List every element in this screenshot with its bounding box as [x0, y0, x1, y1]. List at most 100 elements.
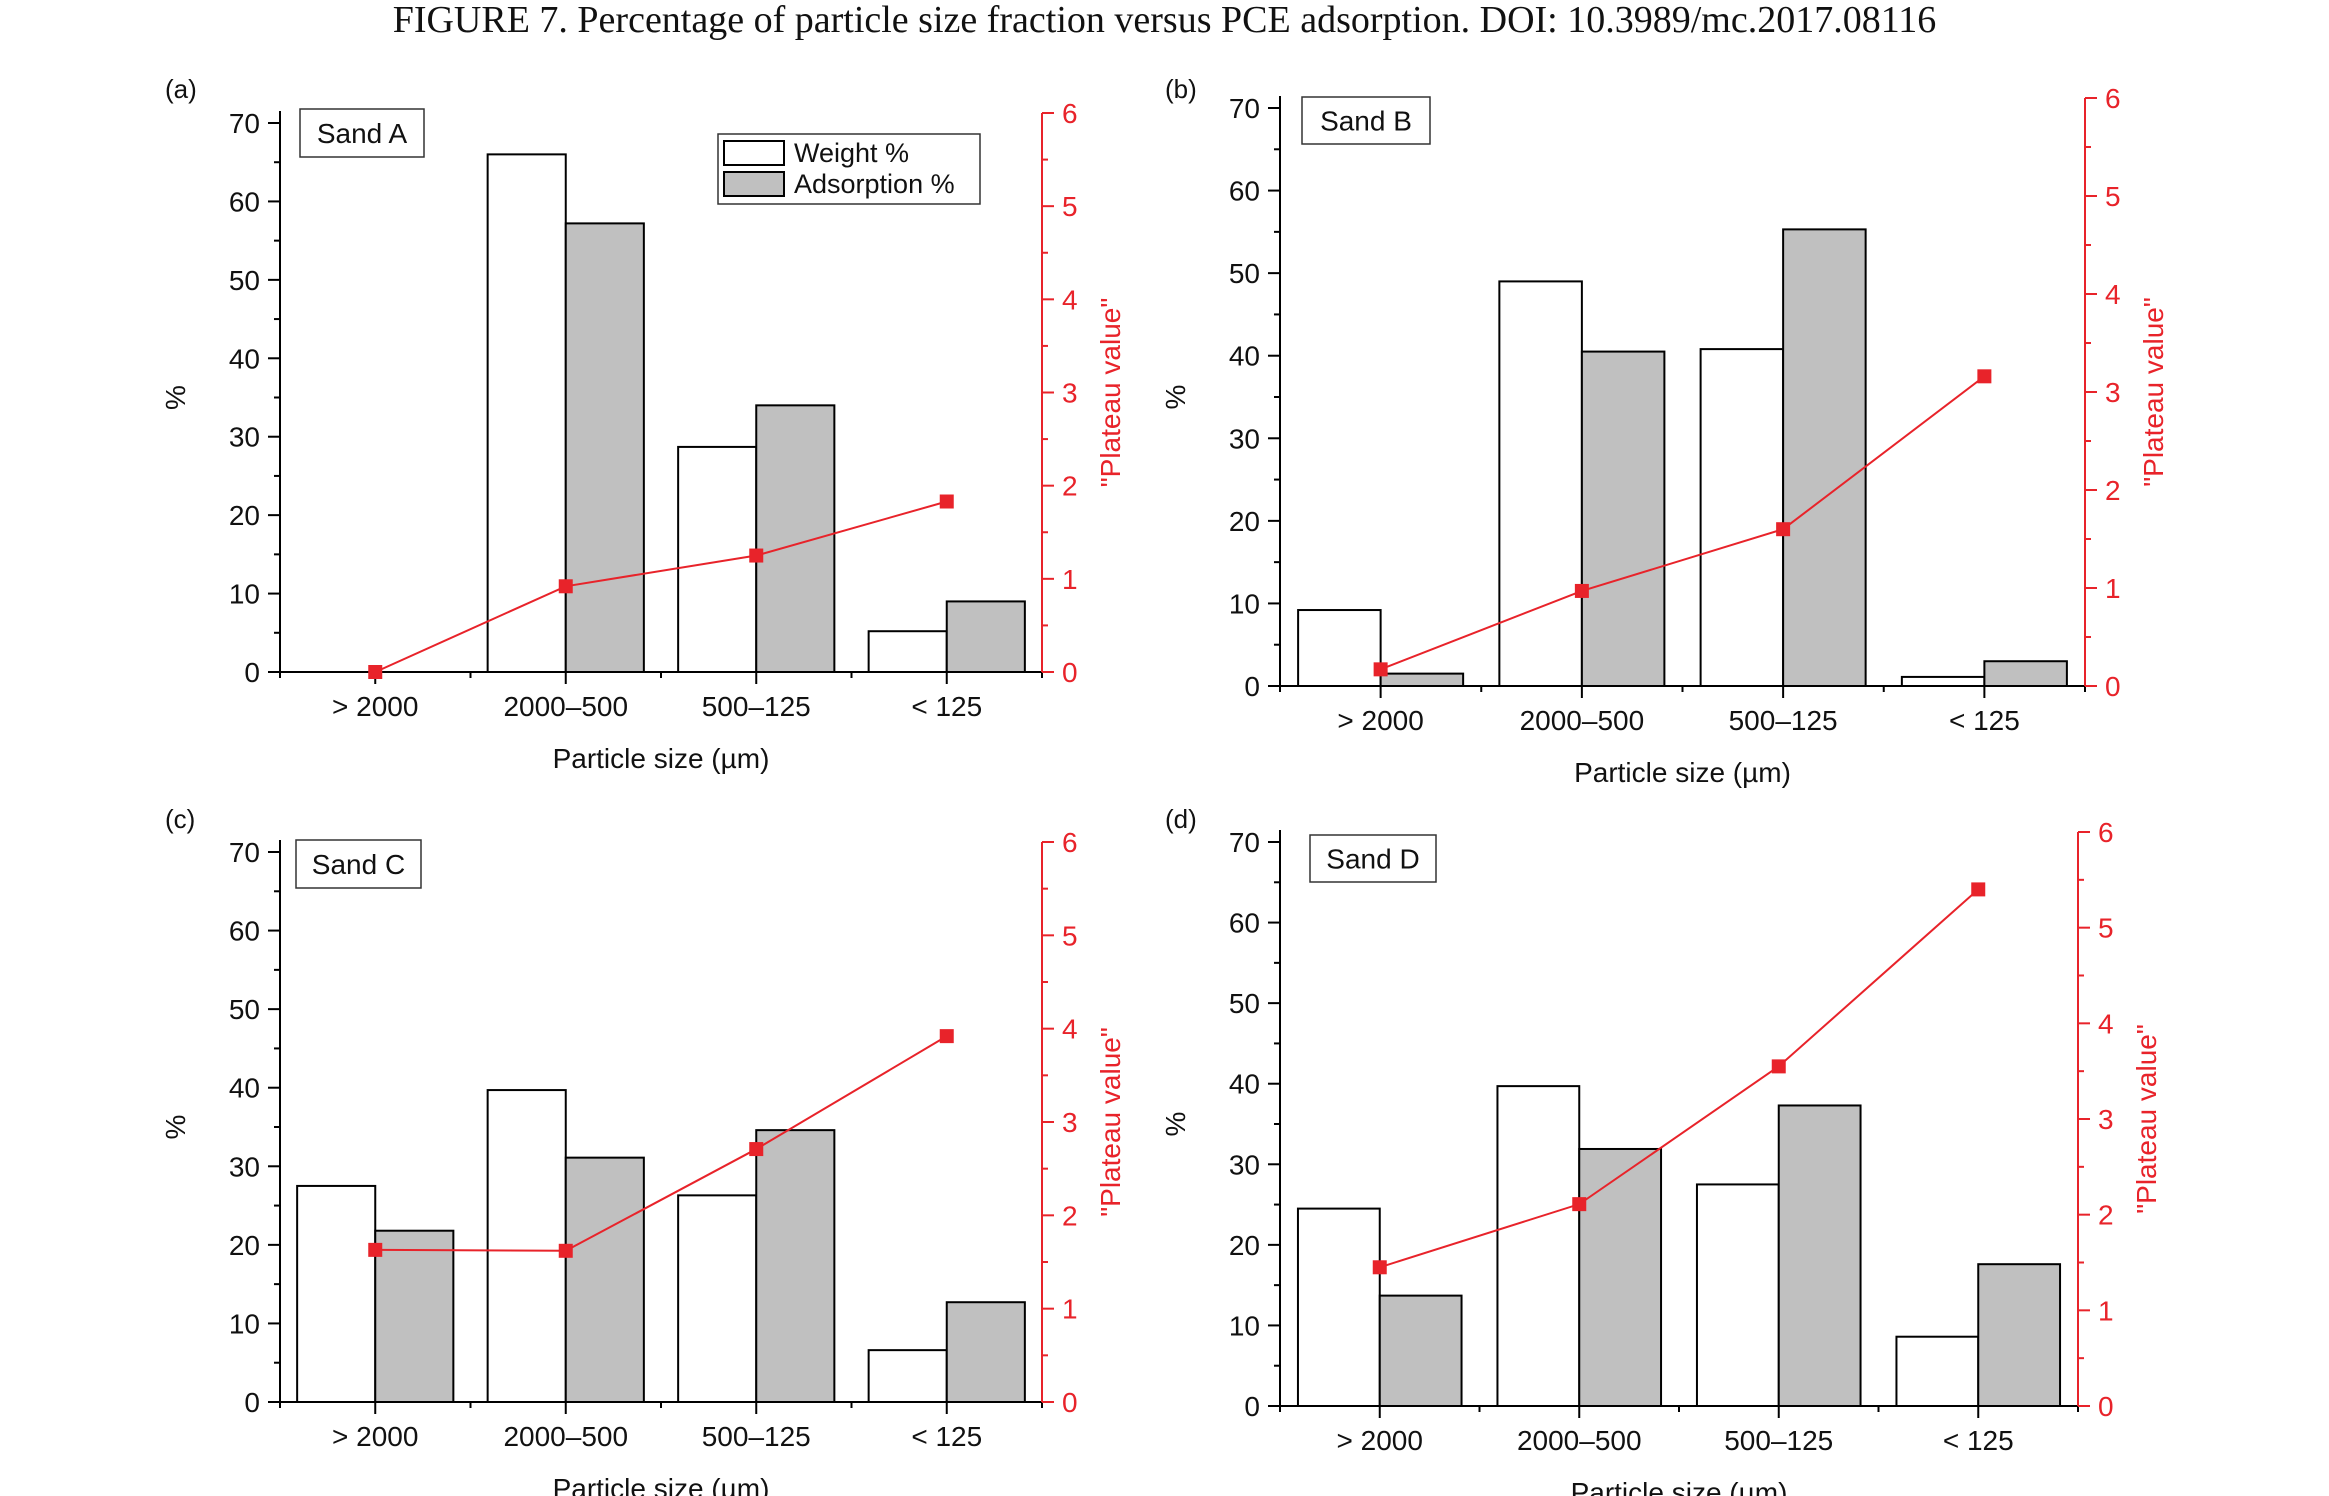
- plateau-point: [1372, 1260, 1387, 1275]
- bar-weight: [486, 1089, 567, 1403]
- bar-weight: [867, 630, 948, 674]
- bar-weight: [1695, 1183, 1780, 1408]
- y2-tick-label: 1: [2105, 573, 2121, 604]
- y-tick-label: 50: [229, 265, 260, 296]
- y-tick-label: 10: [229, 1308, 260, 1339]
- y2-axis-label: "Plateau value": [2131, 1024, 2162, 1214]
- panel-label: (c): [165, 804, 195, 834]
- plateau-point: [1574, 583, 1589, 598]
- y-tick-label: 40: [1229, 1069, 1260, 1100]
- bar-adsorption: [1378, 1294, 1463, 1408]
- y-tick-label: 40: [229, 343, 260, 374]
- x-tick-label: < 125: [911, 691, 982, 722]
- bar-weight: [1900, 675, 1986, 687]
- y2-tick-label: 5: [2098, 913, 2114, 944]
- y2-tick-label: 0: [2105, 671, 2121, 702]
- plateau-line: [374, 500, 948, 673]
- y-tick-label: 10: [1229, 1310, 1260, 1341]
- y-axis-label: %: [160, 1115, 191, 1140]
- legend-swatch: [723, 140, 785, 166]
- panel-title: Sand D: [1326, 844, 1419, 875]
- x-tick-label: 500–125: [702, 1421, 811, 1452]
- y-tick-label: 60: [1229, 908, 1260, 939]
- y2-tick-label: 4: [2098, 1008, 2114, 1039]
- bar-adsorption: [374, 1229, 455, 1403]
- x-tick-label: 2000–500: [1520, 705, 1645, 736]
- plateau-point: [1971, 882, 1986, 897]
- bar-adsorption: [755, 404, 836, 673]
- y-tick-label: 10: [229, 579, 260, 610]
- legend-label: Weight %: [794, 138, 909, 168]
- legend-swatch: [723, 171, 785, 197]
- plateau-point: [939, 1029, 954, 1044]
- y2-tick-label: 2: [1062, 471, 1078, 502]
- y2-tick-label: 5: [1062, 191, 1078, 222]
- x-tick-label: 2000–500: [503, 1421, 628, 1452]
- y2-axis-label: "Plateau value": [1095, 1027, 1126, 1217]
- y-tick-label: 70: [1229, 93, 1260, 124]
- plateau-point: [1776, 522, 1791, 537]
- bar-adsorption: [1580, 350, 1666, 687]
- bar-adsorption: [1379, 672, 1465, 687]
- x-axis-label: Particle size (µm): [553, 1473, 770, 1496]
- y2-tick-label: 6: [1062, 827, 1078, 858]
- bar-adsorption: [1782, 228, 1867, 687]
- plateau-point: [368, 665, 383, 679]
- y2-axis-label: "Plateau value": [1095, 298, 1126, 488]
- y2-tick-label: 0: [2098, 1391, 2114, 1422]
- plateau-point: [939, 494, 954, 509]
- panel-label: (a): [165, 74, 197, 104]
- y2-tick-label: 4: [2105, 279, 2121, 310]
- x-tick-label: < 125: [911, 1421, 982, 1452]
- panel-title: Sand A: [317, 118, 408, 149]
- y-tick-label: 70: [229, 837, 260, 868]
- plateau-line: [1379, 888, 1979, 1269]
- y-tick-label: 50: [1229, 988, 1260, 1019]
- y2-tick-label: 5: [1062, 920, 1078, 951]
- y-tick-label: 30: [229, 422, 260, 453]
- bar-adsorption: [564, 222, 645, 673]
- y-tick-label: 50: [229, 994, 260, 1025]
- panel-label: (b): [1165, 74, 1197, 104]
- bar-weight: [1496, 1085, 1581, 1408]
- bar-adsorption: [945, 600, 1026, 674]
- y2-tick-label: 4: [1062, 1014, 1078, 1045]
- bar-weight: [296, 1184, 377, 1404]
- x-tick-label: > 2000: [1337, 1425, 1423, 1456]
- bar-adsorption: [945, 1301, 1026, 1403]
- bar-weight: [1296, 1207, 1381, 1407]
- y2-tick-label: 3: [1062, 1107, 1078, 1138]
- plateau-point: [749, 1142, 764, 1157]
- y-tick-label: 70: [229, 108, 260, 139]
- y2-tick-label: 6: [2098, 817, 2114, 848]
- y-tick-label: 40: [229, 1073, 260, 1104]
- x-tick-label: 500–125: [702, 691, 811, 722]
- x-tick-label: 500–125: [1729, 705, 1838, 736]
- y-axis-label: %: [1160, 385, 1191, 410]
- figure-caption: FIGURE 7. Percentage of particle size fr…: [392, 0, 1937, 41]
- x-tick-label: > 2000: [332, 691, 418, 722]
- x-tick-label: < 125: [1949, 705, 2020, 736]
- bar-weight: [1699, 348, 1785, 687]
- y2-tick-label: 1: [1062, 564, 1078, 595]
- bar-adsorption: [564, 1156, 645, 1403]
- y-tick-label: 20: [1229, 1230, 1260, 1261]
- bar-adsorption: [1578, 1147, 1663, 1408]
- plateau-point: [558, 579, 573, 594]
- y2-tick-label: 2: [2098, 1200, 2114, 1231]
- plateau-line: [375, 1035, 948, 1252]
- x-tick-label: > 2000: [332, 1421, 418, 1452]
- y-tick-label: 40: [1229, 341, 1260, 372]
- y-tick-label: 60: [229, 186, 260, 217]
- y-axis-label: %: [1160, 1112, 1191, 1137]
- y2-tick-label: 2: [2105, 475, 2121, 506]
- bar-weight: [486, 153, 567, 674]
- y-tick-label: 50: [1229, 258, 1260, 289]
- y2-tick-label: 1: [2098, 1295, 2114, 1326]
- plateau-point: [558, 1243, 573, 1258]
- y-tick-label: 30: [1229, 1149, 1260, 1180]
- bar-weight: [1498, 280, 1583, 687]
- x-tick-label: < 125: [1943, 1425, 2014, 1456]
- y2-tick-label: 3: [2105, 377, 2121, 408]
